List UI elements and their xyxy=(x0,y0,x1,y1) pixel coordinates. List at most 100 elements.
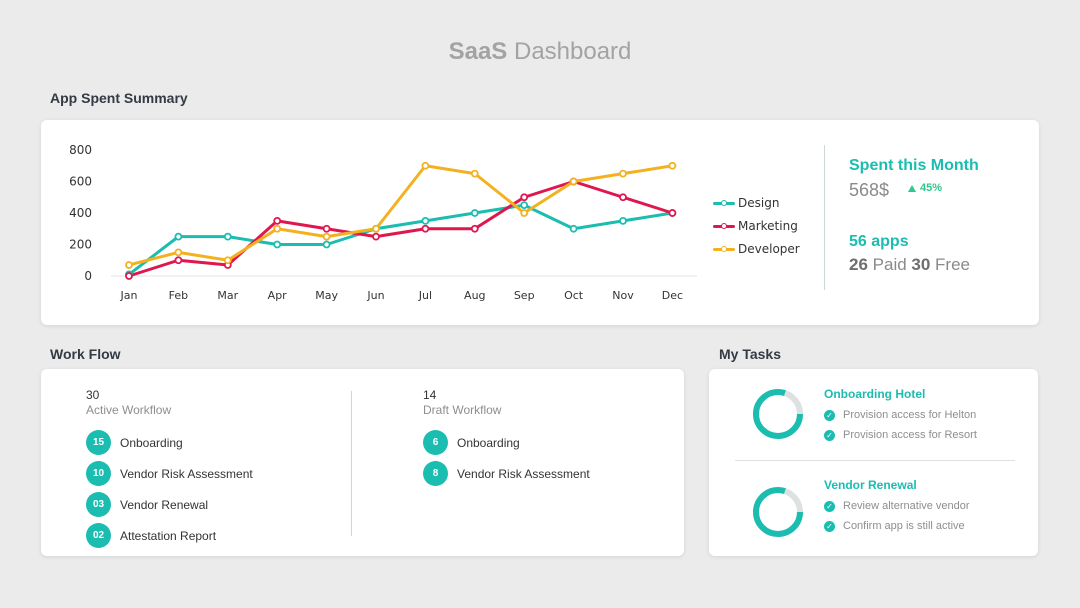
data-point-marketing xyxy=(520,193,529,202)
data-point-design xyxy=(273,240,282,249)
task-title[interactable]: Vendor Renewal xyxy=(824,478,917,492)
ring-fill xyxy=(753,389,803,439)
task-item[interactable]: ✓ Review alternative vendor xyxy=(824,500,970,512)
paid-count: 26 xyxy=(849,255,868,274)
check-circle-icon: ✓ xyxy=(824,409,835,421)
data-point-design xyxy=(421,216,430,225)
task-item[interactable]: ✓ Provision access for Resort xyxy=(824,429,977,441)
series-line-developer xyxy=(127,164,674,267)
spent-change-value: 45% xyxy=(920,182,943,194)
x-tick-label: Apr xyxy=(268,289,288,302)
free-label: Free xyxy=(930,255,971,274)
series-line-design xyxy=(127,203,674,276)
data-point-marketing xyxy=(421,224,430,233)
active-workflow-item[interactable]: 15 Onboarding xyxy=(86,427,253,458)
count-badge: 6 xyxy=(423,430,448,455)
trend-up-icon xyxy=(908,184,916,192)
active-workflow-item-label: Attestation Report xyxy=(120,528,217,543)
data-point-design xyxy=(174,232,183,241)
page-title-rest: Dashboard xyxy=(507,38,632,65)
chart-legend: Design Marketing Developer xyxy=(713,191,800,260)
data-point-marketing xyxy=(322,224,331,233)
data-point-marketing xyxy=(174,256,183,265)
legend-item-design: Design xyxy=(713,191,800,214)
task-item[interactable]: ✓ Provision access for Helton xyxy=(824,409,976,421)
x-tick-label: Nov xyxy=(612,289,634,302)
data-point-developer xyxy=(223,256,232,265)
x-tick-label: Jan xyxy=(120,289,138,302)
x-tick-label: Feb xyxy=(169,289,188,302)
y-tick-label: 400 xyxy=(69,206,92,220)
x-tick-label: Sep xyxy=(514,289,535,302)
y-tick-label: 600 xyxy=(69,175,92,189)
apps-breakdown: 26 Paid 30 Free xyxy=(849,255,970,275)
tasks-divider xyxy=(735,460,1015,461)
data-point-developer xyxy=(125,261,133,269)
legend-swatch xyxy=(713,198,735,208)
task-progress-ring xyxy=(753,389,803,439)
draft-workflow-item[interactable]: 6 Onboarding xyxy=(423,427,590,458)
legend-label: Design xyxy=(738,195,780,210)
draft-workflow-item[interactable]: 8 Vendor Risk Assessment xyxy=(423,458,590,489)
data-point-developer xyxy=(619,169,627,178)
task-progress-ring xyxy=(753,487,803,537)
task-group: Onboarding Hotel ✓ Provision access for He… xyxy=(709,369,1038,460)
data-point-developer xyxy=(273,224,282,233)
data-point-developer xyxy=(668,161,677,170)
data-point-design xyxy=(619,216,627,225)
y-tick-label: 0 xyxy=(84,269,92,283)
x-tick-label: May xyxy=(315,289,338,302)
legend-item-developer: Developer xyxy=(713,237,800,260)
data-point-design xyxy=(223,232,232,241)
data-point-marketing xyxy=(273,216,282,225)
spent-month-title: Spent this Month xyxy=(849,157,979,174)
spent-change-badge: 45% xyxy=(908,182,942,194)
kpi-divider xyxy=(824,145,825,290)
app-spent-chart: 0 200 400 600 800 Jan Feb Mar Apr May Jun Jul Aug Sep… xyxy=(69,143,697,302)
count-badge: 15 xyxy=(86,430,111,455)
data-point-developer xyxy=(322,232,331,241)
active-workflow-item[interactable]: 02 Attestation Report xyxy=(86,520,253,551)
data-point-developer xyxy=(520,209,529,217)
legend-swatch xyxy=(713,221,735,231)
data-point-design xyxy=(520,201,529,210)
task-item-label: Review alternative vendor xyxy=(843,500,970,512)
draft-workflow-label: Draft Workflow xyxy=(423,403,502,417)
data-point-developer xyxy=(569,177,578,186)
active-workflow-item-label: Vendor Risk Assessment xyxy=(120,466,253,481)
apps-count: 56 apps xyxy=(849,233,909,250)
paid-label: Paid xyxy=(867,255,912,274)
app-spent-card: 0 200 400 600 800 Jan Feb Mar Apr May Jun Jul Aug Sep… xyxy=(41,120,1039,325)
task-group: Vendor Renewal ✓ Review alternative vendor… xyxy=(709,460,1038,551)
draft-workflow-count: 14 xyxy=(423,388,437,402)
active-workflow-item[interactable]: 10 Vendor Risk Assessment xyxy=(86,458,253,489)
x-tick-label: Mar xyxy=(217,289,238,302)
active-workflow-item-label: Onboarding xyxy=(120,435,183,450)
data-point-design xyxy=(569,224,578,233)
task-item-label: Confirm app is still active xyxy=(843,520,965,532)
series-line-marketing xyxy=(127,180,674,278)
x-tick-label: Jun xyxy=(366,289,384,302)
task-item-label: Provision access for Resort xyxy=(843,429,977,441)
task-item[interactable]: ✓ Confirm app is still active xyxy=(824,520,965,532)
data-point-developer xyxy=(470,169,479,178)
x-tick-label: Jul xyxy=(418,289,432,302)
workflow-card: 30 Active Workflow 15 Onboarding 10 Vendor … xyxy=(41,369,684,556)
free-count: 30 xyxy=(911,255,931,274)
count-badge: 03 xyxy=(86,492,111,517)
data-point-design xyxy=(470,209,479,217)
draft-workflow-item-label: Onboarding xyxy=(457,435,520,450)
data-point-developer xyxy=(174,248,183,257)
data-point-marketing xyxy=(668,209,677,217)
check-circle-icon: ✓ xyxy=(824,520,835,532)
active-workflow-item[interactable]: 03 Vendor Renewal xyxy=(86,489,253,520)
spent-month-value: 568$ xyxy=(849,180,890,200)
legend-item-marketing: Marketing xyxy=(713,214,800,237)
task-title[interactable]: Onboarding Hotel xyxy=(824,387,926,401)
page-title-bold: SaaS xyxy=(448,38,508,65)
x-tick-label: Dec xyxy=(662,289,683,302)
active-workflow-column: 30 Active Workflow 15 Onboarding 10 Vendor … xyxy=(86,388,253,551)
check-circle-icon: ✓ xyxy=(824,429,835,441)
active-workflow-count: 30 xyxy=(86,388,100,402)
draft-workflow-column: 14 Draft Workflow 6 Onboarding 8 Vendor Ris… xyxy=(423,388,590,489)
